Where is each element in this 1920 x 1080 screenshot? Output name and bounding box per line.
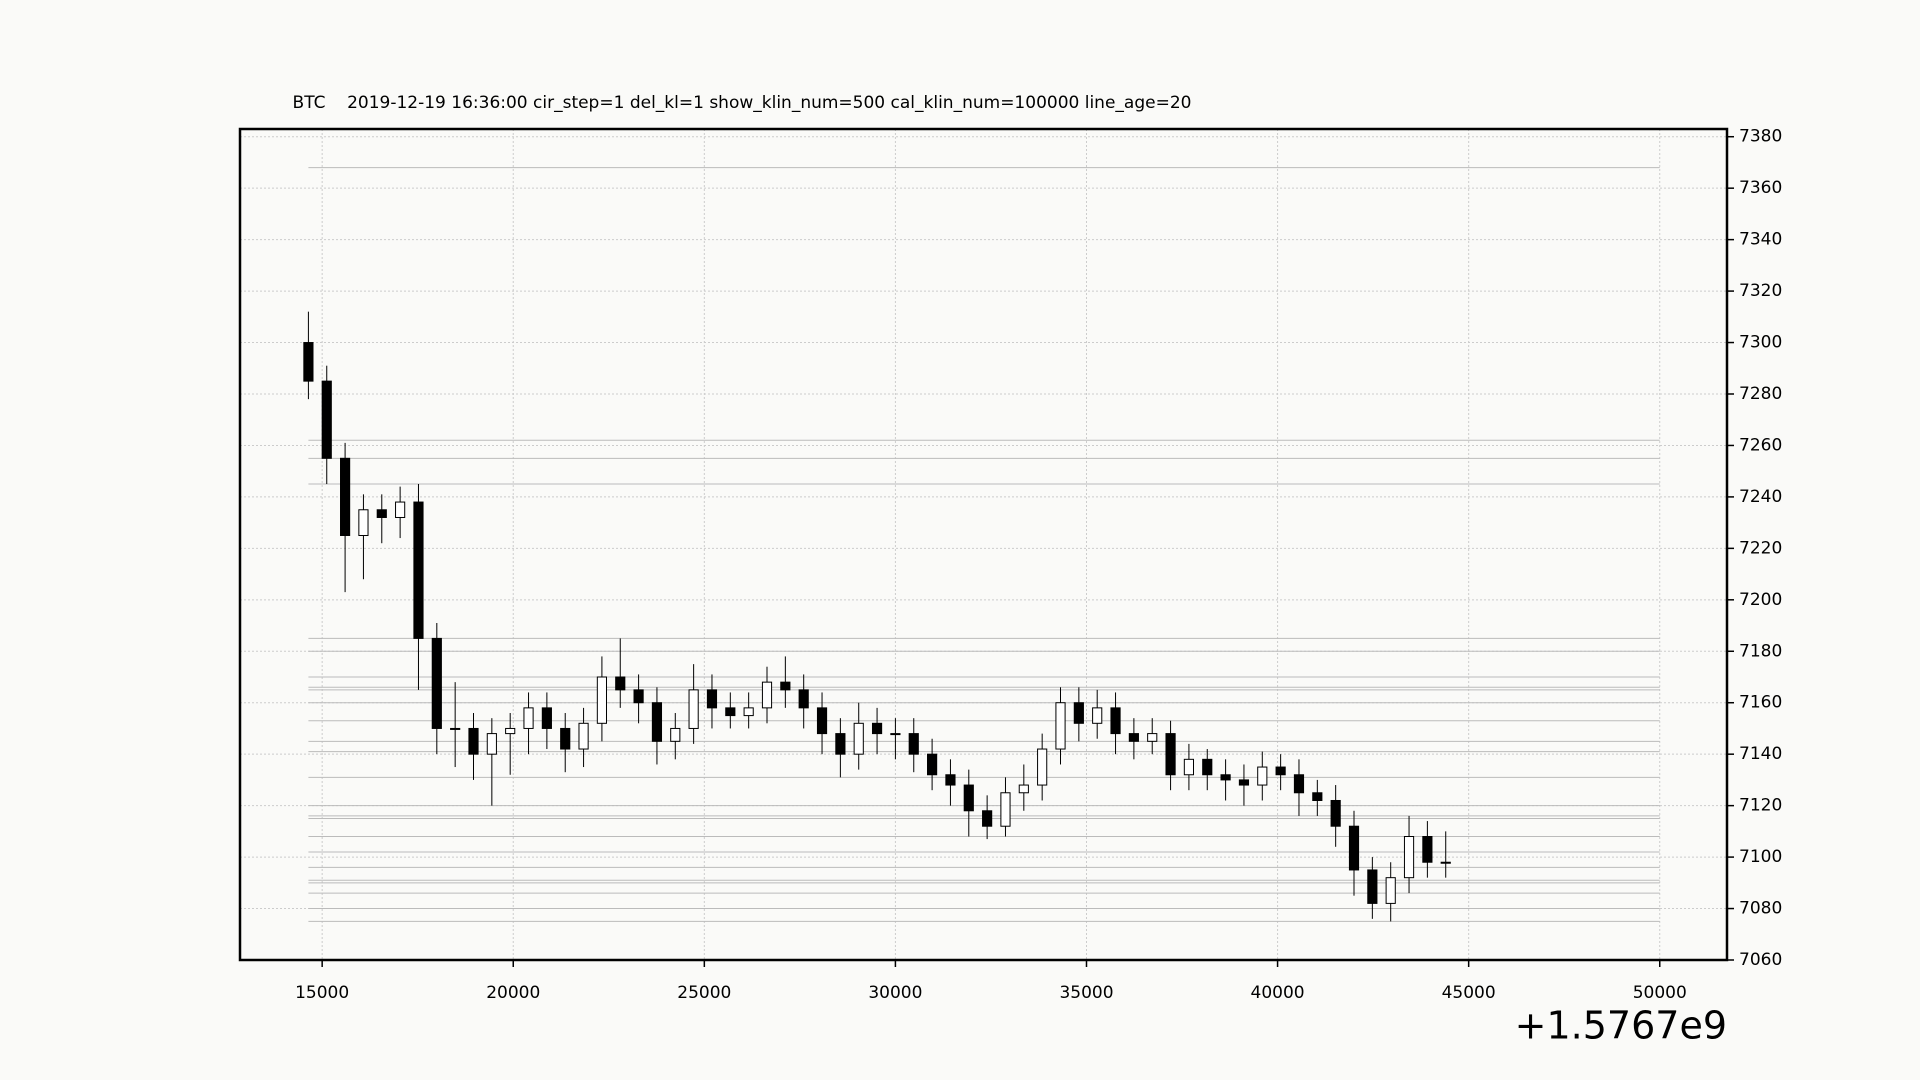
- y-tick-label: 7060: [1739, 950, 1782, 970]
- candle-body: [541, 707, 552, 729]
- x-tick-label: 40000: [1251, 983, 1305, 1003]
- candle-body: [505, 727, 516, 735]
- candle-body: [1165, 733, 1176, 776]
- candle-body: [321, 380, 332, 459]
- candle-body: [816, 707, 828, 735]
- candle-body: [670, 727, 681, 742]
- y-tick-label: 7240: [1739, 487, 1782, 507]
- y-tick-label: 7360: [1739, 178, 1782, 198]
- y-tick-label: 7160: [1739, 693, 1782, 713]
- candle-body: [853, 722, 864, 755]
- candle-body: [486, 733, 497, 755]
- candle-body: [615, 676, 626, 691]
- candle-body: [1238, 779, 1250, 786]
- candle-body: [1330, 799, 1341, 827]
- candle-body: [1202, 758, 1213, 776]
- candle-body: [358, 509, 369, 536]
- candle-body: [340, 457, 351, 536]
- y-tick-label: 7320: [1739, 281, 1782, 301]
- candle-body: [1422, 836, 1433, 863]
- candle-body: [1367, 869, 1378, 904]
- candle-body: [890, 733, 901, 736]
- candle-body: [1147, 733, 1158, 742]
- candle-body: [1257, 766, 1268, 786]
- candle-body: [927, 753, 938, 776]
- candle-body: [780, 681, 791, 691]
- candle-body: [1348, 825, 1360, 871]
- candle-body: [376, 509, 387, 518]
- candle-body: [450, 727, 461, 730]
- candle-body: [945, 774, 956, 786]
- x-tick-label: 50000: [1633, 983, 1687, 1003]
- candle-body: [1312, 792, 1323, 801]
- chart-title: BTC 2019-12-19 16:36:00 cir_step=1 del_k…: [293, 93, 1192, 113]
- candle-body: [468, 727, 479, 755]
- candle-body: [963, 784, 974, 812]
- candle-body: [1293, 774, 1305, 794]
- x-tick-label: 30000: [868, 983, 922, 1003]
- y-tick-label: 7140: [1739, 744, 1782, 764]
- candle-body: [1183, 758, 1194, 776]
- candle-body: [633, 689, 644, 704]
- candle-body: [908, 733, 919, 755]
- x-tick-label: 35000: [1059, 983, 1113, 1003]
- candle-body: [835, 733, 846, 755]
- candle-body: [303, 342, 314, 382]
- candle-body: [1092, 707, 1103, 724]
- candle-body: [431, 637, 442, 729]
- y-tick-label: 7260: [1739, 435, 1782, 455]
- candle-body: [1018, 784, 1029, 794]
- candle-body: [1055, 702, 1066, 750]
- candle-body: [651, 702, 663, 742]
- candle-body: [1220, 774, 1231, 781]
- x-tick-label: 25000: [677, 983, 731, 1003]
- candle-body: [1385, 877, 1396, 904]
- y-tick-label: 7340: [1739, 230, 1782, 250]
- candle-body: [560, 727, 571, 750]
- y-tick-label: 7300: [1739, 333, 1782, 353]
- candle-body: [743, 707, 754, 717]
- x-offset-label: +1.5767e9: [1515, 1004, 1727, 1048]
- y-tick-label: 7280: [1739, 384, 1782, 404]
- candle-body: [1440, 861, 1451, 864]
- candle-body: [1275, 766, 1286, 776]
- candle-body: [1128, 733, 1139, 742]
- candle-body: [1403, 836, 1415, 879]
- candle-body: [1000, 792, 1011, 827]
- x-tick-label: 15000: [295, 983, 349, 1003]
- x-tick-label: 45000: [1442, 983, 1496, 1003]
- candle-body: [725, 707, 736, 717]
- y-tick-label: 7100: [1739, 847, 1782, 867]
- y-tick-label: 7380: [1739, 127, 1782, 147]
- candle-body: [871, 722, 883, 735]
- candle-body: [688, 689, 699, 729]
- y-tick-label: 7220: [1739, 538, 1782, 558]
- candle-body: [395, 501, 406, 518]
- y-tick-label: 7080: [1739, 899, 1782, 919]
- y-tick-label: 7120: [1739, 796, 1782, 816]
- candle-body: [1037, 748, 1048, 786]
- candle-body: [1110, 707, 1121, 735]
- candle-body: [523, 707, 534, 729]
- candle-body: [706, 689, 718, 709]
- candle-body: [596, 676, 607, 724]
- candle-body: [982, 810, 993, 827]
- candle-body: [798, 689, 809, 709]
- x-tick-label: 20000: [486, 983, 540, 1003]
- candle-body: [761, 681, 773, 709]
- candle-body: [1073, 702, 1084, 724]
- plot-frame: [238, 127, 1729, 962]
- candle-body: [578, 722, 589, 750]
- y-tick-label: 7200: [1739, 590, 1782, 610]
- candle-body: [413, 501, 424, 639]
- y-tick-label: 7180: [1739, 641, 1782, 661]
